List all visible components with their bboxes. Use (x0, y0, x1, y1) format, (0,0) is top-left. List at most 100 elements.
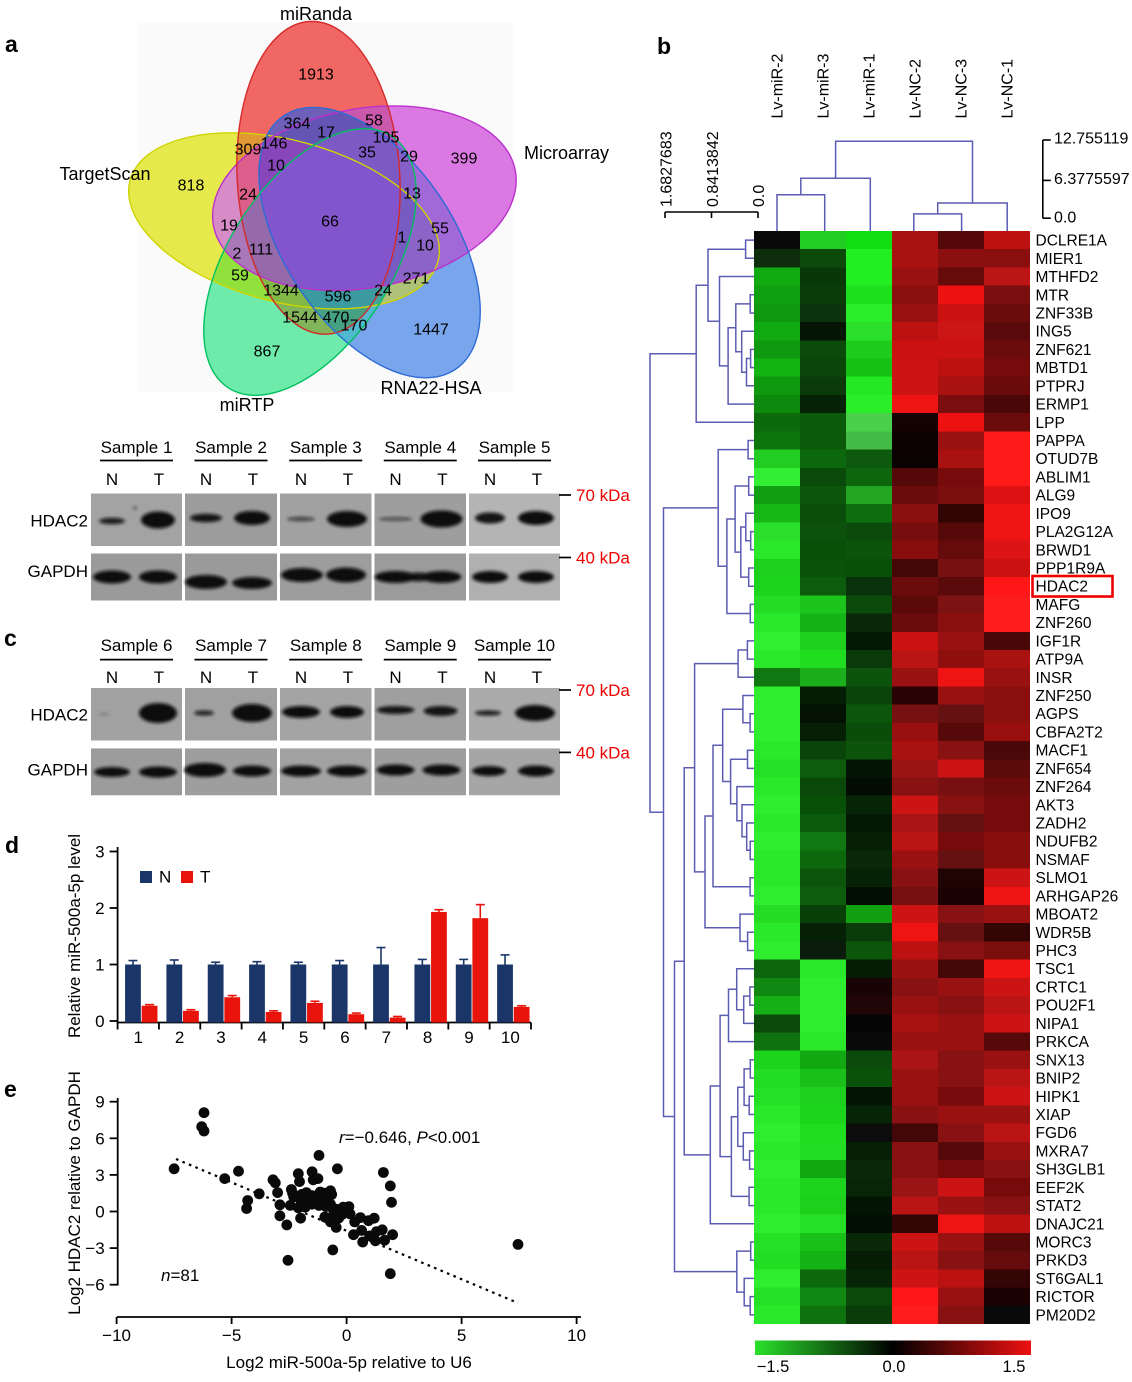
svg-text:−3: −3 (85, 1239, 104, 1258)
svg-text:818: 818 (178, 178, 205, 195)
svg-text:0: 0 (342, 1326, 351, 1345)
svg-text:70 kDa: 70 kDa (576, 486, 630, 505)
svg-text:SH3GLB1: SH3GLB1 (1036, 1162, 1106, 1179)
svg-text:a: a (5, 31, 18, 57)
svg-text:1.5: 1.5 (1003, 1358, 1026, 1376)
svg-text:470: 470 (323, 310, 350, 327)
svg-text:DCLRE1A: DCLRE1A (1036, 233, 1108, 250)
svg-text:ZNF250: ZNF250 (1036, 688, 1092, 705)
svg-text:1544: 1544 (282, 310, 318, 327)
svg-text:ALG9: ALG9 (1036, 488, 1076, 505)
svg-text:Sample 7: Sample 7 (195, 636, 267, 655)
svg-text:OTUD7B: OTUD7B (1036, 451, 1099, 468)
svg-text:PRKD3: PRKD3 (1036, 1253, 1088, 1270)
svg-text:SNX13: SNX13 (1036, 1052, 1085, 1069)
svg-text:N: N (484, 470, 496, 489)
svg-text:Sample 1: Sample 1 (101, 438, 173, 457)
svg-text:10: 10 (416, 238, 434, 255)
svg-text:Relative miR-500a-5p level: Relative miR-500a-5p level (65, 834, 84, 1038)
svg-text:HIPK1: HIPK1 (1036, 1089, 1081, 1106)
svg-text:T: T (248, 470, 258, 489)
svg-text:miRTP: miRTP (220, 395, 275, 415)
svg-text:MTR: MTR (1036, 287, 1070, 304)
svg-text:SLMO1: SLMO1 (1036, 870, 1089, 887)
svg-text:MIER1: MIER1 (1036, 251, 1083, 268)
svg-text:ZADH2: ZADH2 (1036, 816, 1087, 833)
svg-text:Sample 8: Sample 8 (290, 636, 362, 655)
svg-text:867: 867 (254, 344, 281, 361)
svg-text:−10: −10 (102, 1326, 131, 1345)
svg-text:3: 3 (95, 1166, 104, 1185)
svg-text:105: 105 (373, 130, 400, 147)
svg-text:ABLIM1: ABLIM1 (1036, 469, 1091, 486)
svg-text:Lv-miR-3: Lv-miR-3 (816, 54, 833, 119)
svg-text:BRWD1: BRWD1 (1036, 542, 1092, 559)
svg-text:MBOAT2: MBOAT2 (1036, 907, 1099, 924)
svg-text:55: 55 (431, 221, 449, 238)
svg-text:1344: 1344 (263, 283, 299, 300)
svg-text:Microarray: Microarray (524, 143, 609, 163)
svg-text:24: 24 (374, 283, 392, 300)
svg-text:NIPA1: NIPA1 (1036, 1016, 1080, 1033)
svg-text:N: N (106, 668, 118, 687)
svg-text:399: 399 (451, 151, 478, 168)
svg-text:Sample 5: Sample 5 (479, 438, 551, 457)
svg-text:HDAC2: HDAC2 (30, 706, 88, 725)
svg-text:PPP1R9A: PPP1R9A (1036, 560, 1106, 577)
svg-text:NSMAF: NSMAF (1036, 852, 1090, 869)
svg-text:3: 3 (95, 843, 104, 862)
svg-text:n=81: n=81 (161, 1266, 199, 1285)
svg-text:ATP9A: ATP9A (1036, 652, 1085, 669)
svg-text:2: 2 (233, 246, 242, 263)
svg-text:EEF2K: EEF2K (1036, 1180, 1086, 1197)
svg-text:T: T (437, 470, 447, 489)
svg-text:c: c (4, 625, 17, 651)
svg-text:1: 1 (95, 956, 104, 975)
svg-text:111: 111 (249, 242, 273, 259)
svg-text:N: N (389, 668, 401, 687)
svg-text:TargetScan: TargetScan (59, 164, 150, 184)
svg-text:T: T (154, 668, 164, 687)
svg-text:9: 9 (95, 1093, 104, 1112)
svg-text:r=−0.646, P<0.001: r=−0.646, P<0.001 (339, 1128, 480, 1147)
svg-text:9: 9 (464, 1028, 473, 1047)
svg-text:364: 364 (284, 116, 311, 133)
svg-text:6.3775597: 6.3775597 (1054, 171, 1130, 188)
svg-text:309: 309 (235, 142, 262, 159)
svg-text:STAT2: STAT2 (1036, 1198, 1082, 1215)
svg-text:ST6GAL1: ST6GAL1 (1036, 1271, 1104, 1288)
svg-text:0: 0 (95, 1203, 104, 1222)
svg-text:CBFA2T2: CBFA2T2 (1036, 724, 1103, 741)
svg-text:1: 1 (398, 230, 407, 247)
svg-text:RICTOR: RICTOR (1036, 1289, 1095, 1306)
svg-text:DNAJC21: DNAJC21 (1036, 1216, 1105, 1233)
svg-text:10: 10 (501, 1028, 520, 1047)
svg-text:8: 8 (423, 1028, 432, 1047)
svg-text:Lv-NC-2: Lv-NC-2 (908, 59, 925, 119)
svg-text:ZNF654: ZNF654 (1036, 761, 1092, 778)
svg-text:IPO9: IPO9 (1036, 506, 1071, 523)
svg-text:INSR: INSR (1036, 670, 1073, 687)
svg-text:T: T (154, 470, 164, 489)
svg-text:ARHGAP26: ARHGAP26 (1036, 888, 1119, 905)
svg-text:e: e (4, 1076, 17, 1102)
svg-text:Sample 6: Sample 6 (101, 636, 173, 655)
svg-text:5: 5 (299, 1028, 308, 1047)
svg-text:MORC3: MORC3 (1036, 1234, 1092, 1251)
svg-text:HDAC2: HDAC2 (30, 512, 88, 531)
svg-text:66: 66 (321, 214, 339, 231)
svg-text:LPP: LPP (1036, 415, 1065, 432)
svg-text:MAFG: MAFG (1036, 597, 1081, 614)
svg-text:N: N (295, 668, 307, 687)
svg-text:Log2 miR-500a-5p relative to U: Log2 miR-500a-5p relative to U6 (226, 1353, 472, 1372)
svg-text:Lv-miR-1: Lv-miR-1 (862, 54, 879, 119)
svg-text:ERMP1: ERMP1 (1036, 397, 1089, 414)
svg-text:Sample 10: Sample 10 (474, 636, 555, 655)
svg-text:29: 29 (400, 149, 418, 166)
svg-text:NDUFB2: NDUFB2 (1036, 834, 1098, 851)
svg-text:5: 5 (457, 1326, 466, 1345)
svg-text:FGD6: FGD6 (1036, 1125, 1077, 1142)
svg-text:0.0: 0.0 (883, 1358, 906, 1376)
svg-text:271: 271 (403, 271, 430, 288)
svg-text:ZNF33B: ZNF33B (1036, 305, 1094, 322)
